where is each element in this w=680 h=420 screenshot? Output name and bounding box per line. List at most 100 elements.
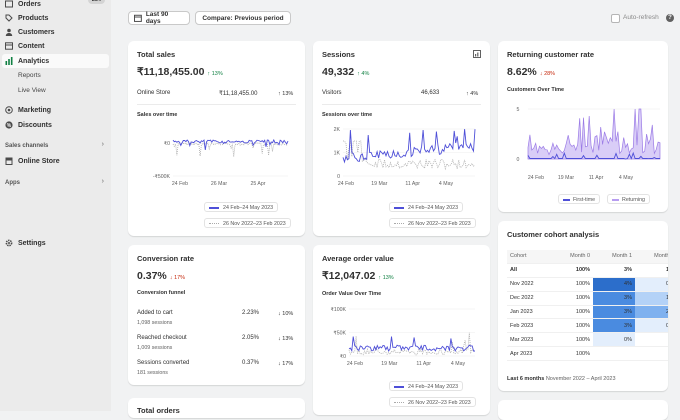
sidebar-item-analytics[interactable]: Analytics bbox=[2, 54, 109, 68]
x-tick-label: 4 May bbox=[451, 361, 466, 367]
card-title: Sessions bbox=[322, 50, 355, 59]
change-badge: ↑ 4% bbox=[357, 71, 370, 77]
legend-current: 24 Feb–24 May 2023 bbox=[389, 381, 464, 391]
funnel-step-pct: 2.05% bbox=[242, 335, 260, 341]
sidebar-item-orders[interactable]: Orders 254 bbox=[0, 0, 111, 11]
average-order-value-card: Average order value ₹12,047.02 ↑ 13% Orde… bbox=[313, 245, 490, 415]
x-tick-label: 24 Feb bbox=[528, 175, 544, 181]
series-current-line bbox=[342, 129, 476, 164]
funnel-step-pct: 2.23% bbox=[242, 310, 260, 316]
cohort-cell: 4% bbox=[593, 277, 635, 292]
sidebar-item-online-store[interactable]: Online Store bbox=[0, 154, 111, 168]
funnel-step-label: Reached checkout bbox=[137, 335, 187, 341]
bar-chart-icon bbox=[5, 57, 13, 65]
cohort-cell: 100% bbox=[551, 346, 593, 362]
x-tick-label: 11 Apr bbox=[405, 181, 420, 187]
cohort-cell bbox=[635, 346, 668, 362]
compare-label: Compare: Previous period bbox=[202, 14, 284, 22]
x-tick-label: 11 Apr bbox=[416, 361, 431, 367]
sidebar-item-label: Customers bbox=[18, 28, 55, 36]
sidebar-item-settings[interactable]: Settings bbox=[0, 236, 111, 250]
cohort-cell: All bbox=[507, 263, 551, 278]
x-tick-label: 19 Mar bbox=[558, 175, 574, 181]
sidebar-subitem-reports[interactable]: Reports bbox=[18, 72, 41, 79]
funnel-step-sessions: 1,009 sessions bbox=[137, 345, 173, 351]
sidebar: Orders 254 Products Customers Content An… bbox=[0, 0, 111, 411]
cohort-row: Mar 2023 100% 0% bbox=[507, 332, 668, 348]
sidebar-item-label: Analytics bbox=[18, 57, 50, 65]
svg-text:%: % bbox=[7, 123, 12, 129]
cohort-cell: 100% bbox=[551, 332, 593, 348]
funnel-step-label: Added to cart bbox=[137, 310, 173, 316]
sidebar-item-label: Products bbox=[18, 14, 49, 22]
sidebar-item-content[interactable]: Content bbox=[0, 39, 111, 53]
cohort-row: Apr 2023 100% bbox=[507, 346, 668, 362]
sidebar-item-discounts[interactable]: % Discounts bbox=[0, 118, 111, 132]
total-sales-card: Total sales ₹11,18,455.00 ↑ 13% Online St… bbox=[128, 41, 305, 236]
x-tick-label: 19 Mar bbox=[371, 181, 387, 187]
total-orders-card: Total orders bbox=[128, 398, 305, 418]
change-badge: ↑ 13% bbox=[378, 275, 394, 281]
legend-current: 24 Feb–24 May 2023 bbox=[204, 202, 279, 212]
card-title: Average order value bbox=[322, 254, 394, 263]
cohort-header-cell: Month 0 bbox=[551, 250, 593, 264]
cohort-cell: 100% bbox=[551, 277, 593, 292]
chart-title: Sales over time bbox=[137, 112, 178, 118]
customer-cohort-card: Customer cohort analysis Cohort Month 0 Mo… bbox=[498, 221, 668, 391]
sessions-card: Sessions 49,332 ↑ 4% Visitors 46,633 ↑ 4%… bbox=[313, 41, 490, 236]
sidebar-item-customers[interactable]: Customers bbox=[0, 25, 111, 39]
auto-refresh-checkbox[interactable] bbox=[611, 14, 620, 23]
compare-period-button[interactable]: Compare: Previous period bbox=[195, 11, 291, 25]
y-tick-label: 1K bbox=[334, 151, 341, 157]
legend-first-time: First-time bbox=[558, 194, 601, 204]
cohort-cell: 100% bbox=[551, 291, 593, 306]
gear-icon bbox=[5, 239, 13, 247]
chevron-right-icon[interactable]: › bbox=[101, 178, 104, 185]
sidebar-item-label: Marketing bbox=[18, 106, 52, 114]
series-previous-line bbox=[172, 142, 289, 157]
cohort-cell: 100% bbox=[551, 263, 593, 278]
store-icon bbox=[5, 157, 13, 165]
sidebar-item-products[interactable]: Products bbox=[0, 11, 111, 25]
divider bbox=[322, 104, 481, 105]
funnel-step-label: Sessions converted bbox=[137, 360, 190, 366]
sidebar-subitem-live-view[interactable]: Live View bbox=[18, 87, 46, 94]
x-tick-label: 4 May bbox=[439, 181, 454, 187]
returning-customer-card: Returning customer rate 8.62% ↓ 28% Custo… bbox=[498, 41, 668, 212]
series-returning-line bbox=[527, 151, 660, 160]
cohort-header-cell: Cohort bbox=[507, 250, 551, 264]
legend-current: 24 Feb–24 May 2023 bbox=[389, 202, 464, 212]
cohort-footer: Last 6 months November 2022 – April 2023 bbox=[507, 376, 616, 382]
sidebar-item-label: Content bbox=[18, 42, 45, 50]
funnel-title: Conversion funnel bbox=[137, 290, 186, 296]
funnel-step-change: ↓ 13% bbox=[278, 336, 294, 342]
cohort-cell: Nov 2022 bbox=[507, 277, 551, 292]
series-previous-line bbox=[348, 332, 476, 356]
cohort-cell: 100% bbox=[551, 305, 593, 320]
report-icon[interactable] bbox=[473, 50, 481, 58]
y-tick-label: 2K bbox=[334, 127, 341, 133]
content-icon bbox=[5, 42, 13, 50]
series-current-line bbox=[172, 138, 289, 150]
change-badge: ↓ 28% bbox=[539, 71, 556, 77]
chevron-right-icon[interactable]: › bbox=[101, 141, 104, 148]
series-first-time-area bbox=[527, 108, 661, 160]
x-tick-label: 24 Feb bbox=[172, 181, 188, 187]
date-range-button[interactable]: Last 90 days bbox=[128, 11, 190, 25]
sidebar-item-label: Discounts bbox=[18, 121, 52, 129]
discount-icon: % bbox=[5, 121, 13, 129]
legend-previous: 26 Nov 2022–23 Feb 2023 bbox=[389, 218, 476, 228]
series-previous-line bbox=[343, 140, 476, 171]
target-icon bbox=[5, 106, 13, 114]
cohort-cell: 0% bbox=[635, 318, 668, 334]
cohort-cell: 100% bbox=[551, 318, 593, 334]
help-icon[interactable]: ? bbox=[666, 14, 674, 22]
sidebar-item-marketing[interactable]: Marketing bbox=[0, 103, 111, 117]
y-tick-label: 0 bbox=[517, 157, 520, 163]
sidebar-item-label: Orders bbox=[18, 0, 41, 8]
